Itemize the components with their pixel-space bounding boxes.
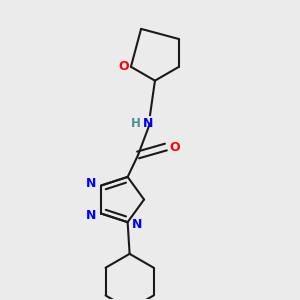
Text: N: N [86,209,96,222]
Text: O: O [169,140,180,154]
Text: N: N [143,117,153,130]
Text: N: N [132,218,143,231]
Text: O: O [119,60,129,73]
Text: N: N [86,177,96,190]
Text: H: H [131,117,141,130]
